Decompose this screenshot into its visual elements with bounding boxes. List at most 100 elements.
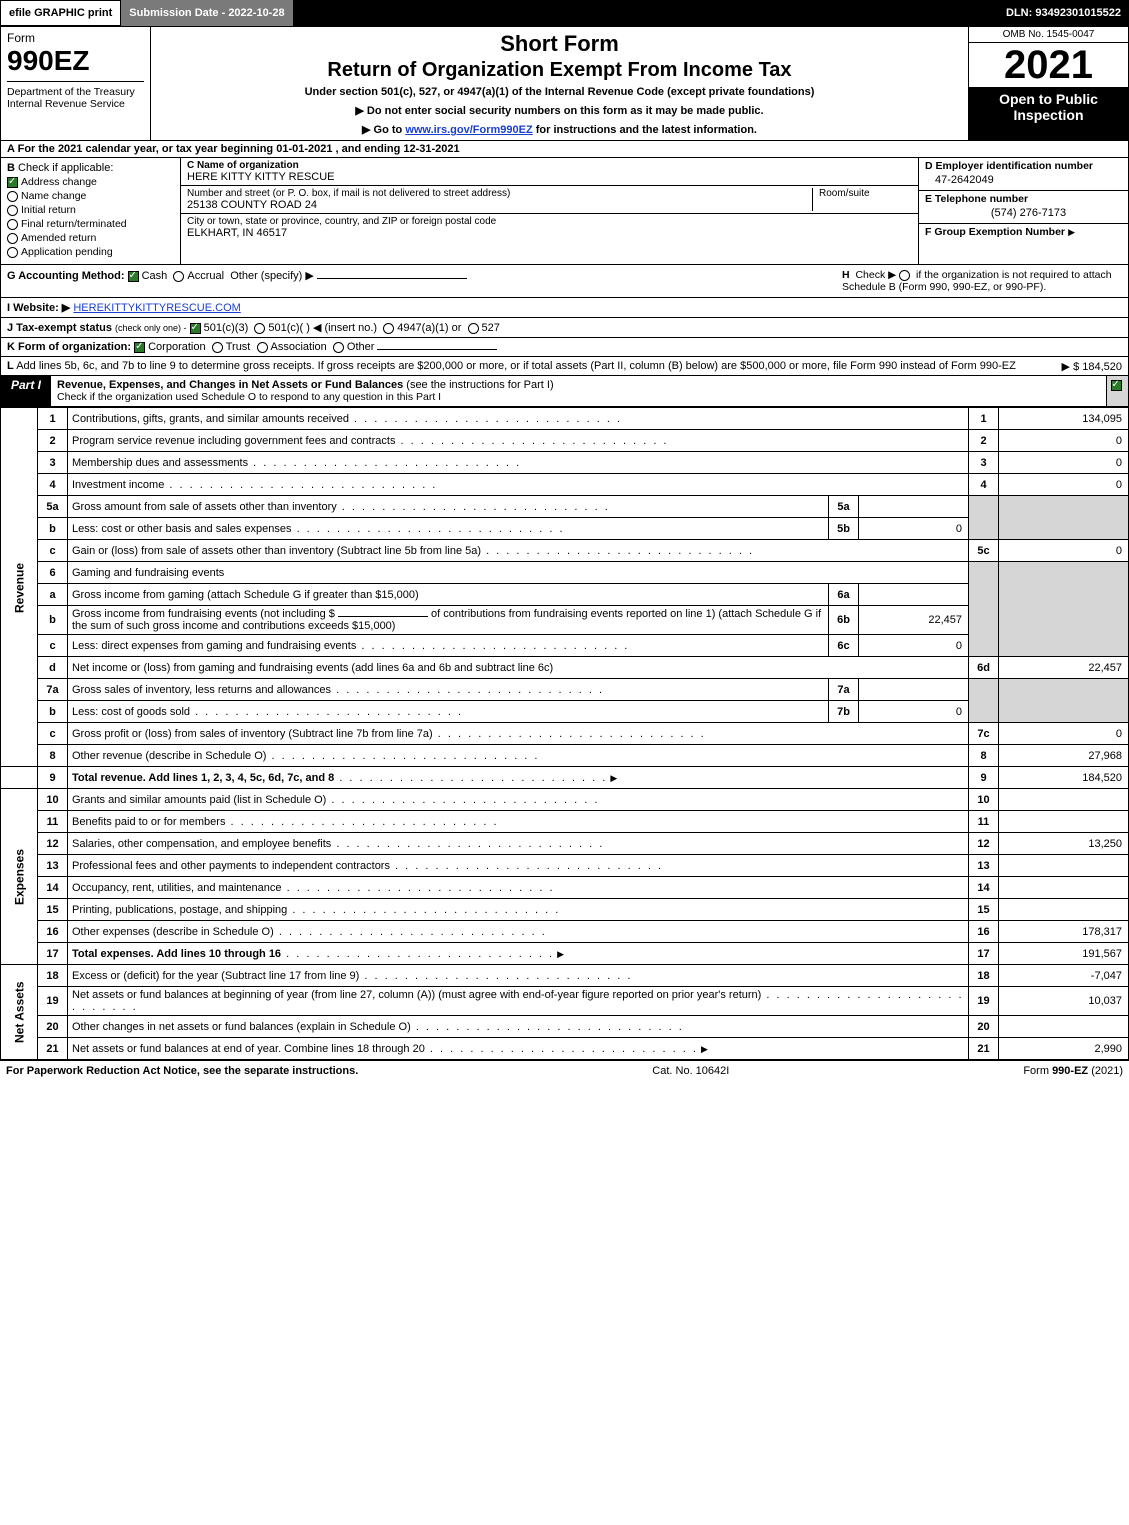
check-name-change[interactable]: Name change: [7, 190, 174, 202]
row-g-h: G Accounting Method: Cash Accrual Other …: [0, 265, 1129, 298]
line-2-value: 0: [999, 430, 1129, 452]
column-def: D Employer identification number 47-2642…: [918, 158, 1128, 264]
name-label: C Name of organization: [187, 160, 912, 171]
box-e: E Telephone number (574) 276-7173: [919, 191, 1128, 224]
line-3-value: 0: [999, 452, 1129, 474]
h-checkbox-icon[interactable]: [899, 270, 910, 281]
table-row: 8 Other revenue (describe in Schedule O)…: [1, 745, 1129, 767]
part-i-label: Part I: [1, 376, 51, 406]
table-row: 12 Salaries, other compensation, and emp…: [1, 833, 1129, 855]
table-row: 19 Net assets or fund balances at beginn…: [1, 987, 1129, 1016]
line-15-value: [999, 899, 1129, 921]
form-word: Form: [7, 31, 144, 45]
line-4-value: 0: [999, 474, 1129, 496]
main-info: B Check if applicable: Address change Na…: [0, 158, 1129, 265]
dln-label: DLN: 93492301015522: [998, 0, 1129, 26]
column-c: C Name of organization HERE KITTY KITTY …: [181, 158, 918, 264]
submission-date: Submission Date - 2022-10-28: [121, 0, 292, 26]
instr-goto: ▶ Go to www.irs.gov/Form990EZ for instru…: [157, 123, 962, 136]
table-row: 20 Other changes in net assets or fund b…: [1, 1016, 1129, 1038]
row-j: J Tax-exempt status (check only one) - 5…: [0, 318, 1129, 338]
radio-icon[interactable]: [7, 233, 18, 244]
line-7a-value: [859, 679, 969, 701]
table-row: 21 Net assets or fund balances at end of…: [1, 1038, 1129, 1060]
corp-checkbox-icon[interactable]: [134, 342, 145, 353]
radio-icon[interactable]: [7, 247, 18, 258]
line-18-value: -7,047: [999, 965, 1129, 987]
accrual-radio-icon[interactable]: [173, 271, 184, 282]
header-center: Short Form Return of Organization Exempt…: [151, 27, 968, 140]
street-label: Number and street (or P. O. box, if mail…: [187, 188, 812, 199]
box-f: F Group Exemption Number ▶: [919, 224, 1128, 240]
org-city: ELKHART, IN 46517: [187, 227, 912, 239]
table-row: 14 Occupancy, rent, utilities, and maint…: [1, 877, 1129, 899]
line-10-value: [999, 789, 1129, 811]
table-row: 7a Gross sales of inventory, less return…: [1, 679, 1129, 701]
phone-value: (574) 276-7173: [925, 205, 1122, 221]
radio-icon[interactable]: [7, 191, 18, 202]
irs-link[interactable]: www.irs.gov/Form990EZ: [405, 124, 532, 136]
table-row: 5a Gross amount from sale of assets othe…: [1, 496, 1129, 518]
cat-no: Cat. No. 10642I: [652, 1065, 729, 1077]
form-header: Form 990EZ Department of the Treasury In…: [0, 26, 1129, 141]
return-title: Return of Organization Exempt From Incom…: [157, 59, 962, 82]
table-row: Expenses 10 Grants and similar amounts p…: [1, 789, 1129, 811]
check-final-return[interactable]: Final return/terminated: [7, 218, 174, 230]
check-amended-return[interactable]: Amended return: [7, 232, 174, 244]
lines-table: Revenue 1 Contributions, gifts, grants, …: [0, 407, 1129, 1060]
short-form-title: Short Form: [157, 31, 962, 57]
cash-checkbox-icon[interactable]: [128, 271, 139, 282]
line-6a-value: [859, 584, 969, 606]
open-to-public: Open to Public Inspection: [969, 87, 1128, 140]
contrib-blank-input[interactable]: [338, 616, 428, 617]
table-row: 4 Investment income 4 0: [1, 474, 1129, 496]
org-street: 25138 COUNTY ROAD 24: [187, 199, 812, 211]
line-6b-value: 22,457: [859, 606, 969, 635]
website-link[interactable]: HEREKITTYKITTYRESCUE.COM: [73, 302, 240, 314]
line-19-value: 10,037: [999, 987, 1129, 1016]
line-21-value: 2,990: [999, 1038, 1129, 1060]
line-1-value: 134,095: [999, 408, 1129, 430]
line-8-value: 27,968: [999, 745, 1129, 767]
row-k: K Form of organization: Corporation Trus…: [0, 338, 1129, 357]
table-row: 16 Other expenses (describe in Schedule …: [1, 921, 1129, 943]
other-specify-input[interactable]: [317, 278, 467, 279]
radio-icon[interactable]: [7, 219, 18, 230]
box-d: D Employer identification number 47-2642…: [919, 158, 1128, 191]
dept-label: Department of the Treasury: [7, 86, 144, 98]
line-5c-value: 0: [999, 540, 1129, 562]
line-12-value: 13,250: [999, 833, 1129, 855]
omb-number: OMB No. 1545-0047: [969, 27, 1128, 43]
irs-label: Internal Revenue Service: [7, 98, 144, 110]
instr-ssn: ▶ Do not enter social security numbers o…: [157, 104, 962, 117]
501c3-checkbox-icon[interactable]: [190, 323, 201, 334]
table-row: a Gross income from gaming (attach Sched…: [1, 584, 1129, 606]
other-org-input[interactable]: [377, 349, 497, 350]
schedule-o-checkbox[interactable]: [1106, 376, 1128, 406]
checkbox-icon[interactable]: [7, 177, 18, 188]
line-9-value: 184,520: [999, 767, 1129, 789]
check-application-pending[interactable]: Application pending: [7, 246, 174, 258]
row-l: L Add lines 5b, 6c, and 7b to line 9 to …: [0, 357, 1129, 376]
check-address-change[interactable]: Address change: [7, 176, 174, 188]
form-number: 990EZ: [7, 45, 144, 77]
netassets-side-label: Net Assets: [1, 965, 38, 1060]
check-initial-return[interactable]: Initial return: [7, 204, 174, 216]
line-7c-value: 0: [999, 723, 1129, 745]
line-5a-value: [859, 496, 969, 518]
gross-receipts-value: ▶ $ 184,520: [1062, 360, 1122, 373]
room-label: Room/suite: [819, 188, 912, 199]
under-section: Under section 501(c), 527, or 4947(a)(1)…: [157, 86, 962, 98]
page-footer: For Paperwork Reduction Act Notice, see …: [0, 1060, 1129, 1081]
row-a: A For the 2021 calendar year, or tax yea…: [0, 141, 1129, 158]
table-row: 15 Printing, publications, postage, and …: [1, 899, 1129, 921]
tax-year: 2021: [969, 43, 1128, 87]
radio-icon[interactable]: [7, 205, 18, 216]
line-7b-value: 0: [859, 701, 969, 723]
table-row: b Less: cost or other basis and sales ex…: [1, 518, 1129, 540]
table-row: 17 Total expenses. Add lines 10 through …: [1, 943, 1129, 965]
line-16-value: 178,317: [999, 921, 1129, 943]
line-20-value: [999, 1016, 1129, 1038]
efile-label[interactable]: efile GRAPHIC print: [0, 0, 121, 26]
table-row: d Net income or (loss) from gaming and f…: [1, 657, 1129, 679]
